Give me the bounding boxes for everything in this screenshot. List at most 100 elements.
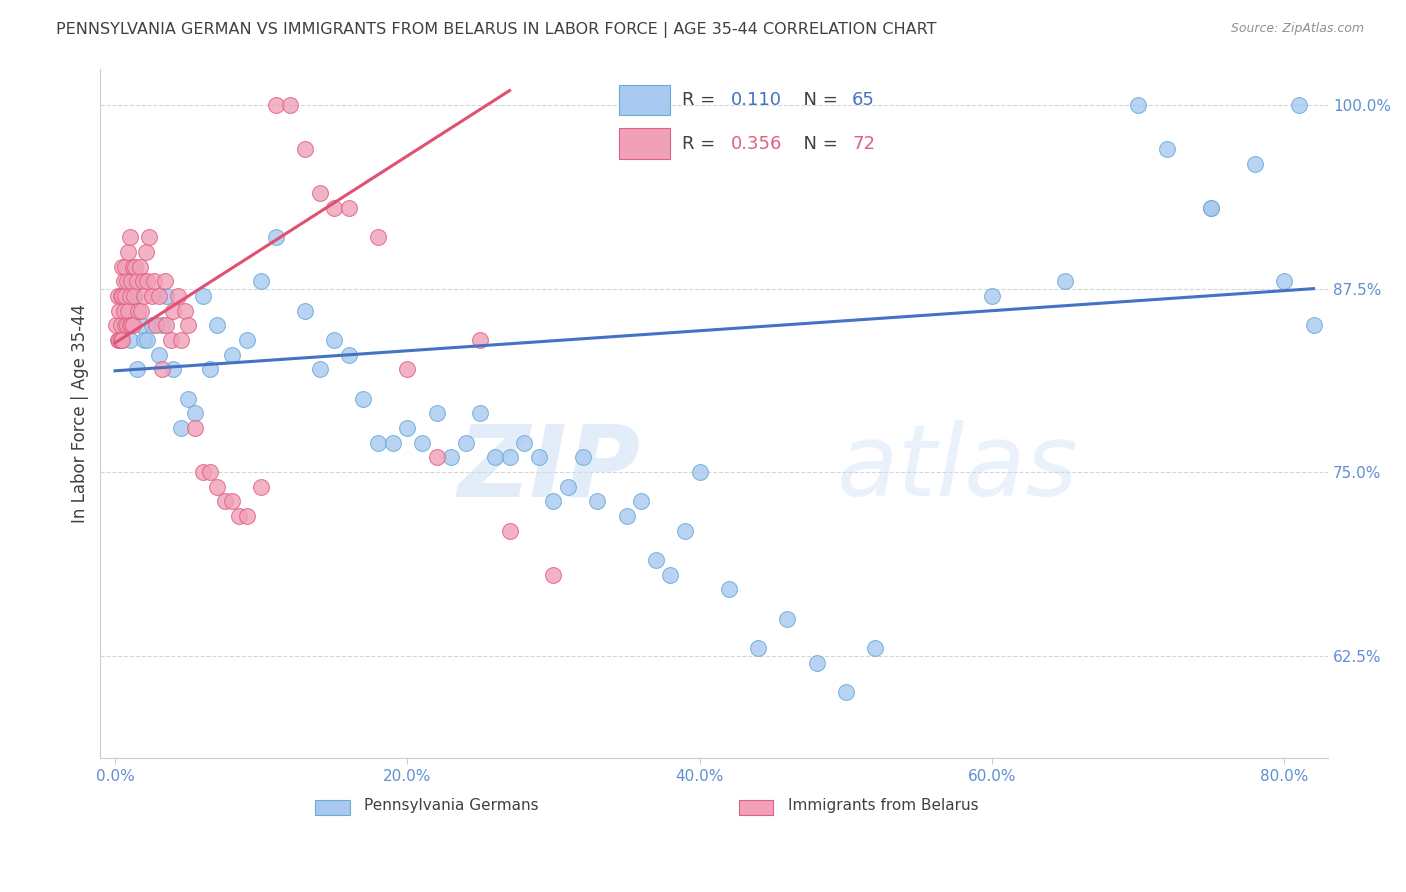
- Point: [122, 289, 145, 303]
- Point: [177, 318, 200, 333]
- Point: [352, 392, 374, 406]
- Point: [1199, 201, 1222, 215]
- Point: [396, 421, 419, 435]
- Point: [166, 289, 188, 303]
- Point: [381, 435, 404, 450]
- Point: [110, 289, 132, 303]
- Point: [148, 348, 170, 362]
- Y-axis label: In Labor Force | Age 35-44: In Labor Force | Age 35-44: [72, 304, 89, 523]
- Point: [150, 362, 173, 376]
- Point: [396, 362, 419, 376]
- Point: [337, 201, 360, 215]
- Point: [863, 641, 886, 656]
- Point: [747, 641, 769, 656]
- Point: [120, 274, 142, 288]
- Point: [132, 274, 155, 288]
- Point: [294, 303, 316, 318]
- Point: [221, 494, 243, 508]
- Point: [110, 318, 132, 333]
- Point: [191, 465, 214, 479]
- Point: [111, 333, 134, 347]
- Point: [118, 333, 141, 347]
- Point: [776, 612, 799, 626]
- Point: [308, 186, 330, 201]
- Point: [498, 524, 520, 538]
- Point: [112, 303, 135, 318]
- Point: [527, 450, 550, 465]
- Point: [134, 289, 156, 303]
- Point: [264, 230, 287, 244]
- Point: [138, 230, 160, 244]
- Point: [323, 201, 346, 215]
- Point: [198, 362, 221, 376]
- Point: [112, 274, 135, 288]
- Point: [177, 392, 200, 406]
- Point: [184, 421, 207, 435]
- Point: [174, 303, 197, 318]
- Point: [120, 318, 142, 333]
- Point: [170, 421, 193, 435]
- Point: [117, 244, 139, 259]
- Point: [136, 274, 159, 288]
- Point: [125, 362, 148, 376]
- Point: [162, 303, 184, 318]
- Point: [440, 450, 463, 465]
- Point: [1199, 201, 1222, 215]
- Point: [184, 406, 207, 420]
- Point: [367, 230, 389, 244]
- Point: [141, 289, 163, 303]
- Point: [148, 289, 170, 303]
- Point: [323, 333, 346, 347]
- Point: [337, 348, 360, 362]
- Point: [129, 303, 152, 318]
- Text: atlas: atlas: [837, 420, 1078, 517]
- Point: [118, 318, 141, 333]
- Point: [543, 494, 565, 508]
- Point: [835, 685, 858, 699]
- Point: [155, 289, 177, 303]
- Point: [111, 333, 134, 347]
- Point: [214, 494, 236, 508]
- Point: [118, 289, 141, 303]
- Point: [121, 260, 143, 274]
- Point: [105, 318, 128, 333]
- Point: [207, 318, 229, 333]
- Point: [1288, 98, 1310, 112]
- Point: [207, 480, 229, 494]
- Point: [1244, 157, 1267, 171]
- Point: [110, 333, 132, 347]
- Point: [571, 450, 593, 465]
- Point: [411, 435, 433, 450]
- Text: ZIP: ZIP: [457, 420, 641, 517]
- Point: [141, 318, 163, 333]
- Point: [221, 348, 243, 362]
- Point: [111, 260, 134, 274]
- Point: [425, 406, 447, 420]
- Point: [150, 318, 173, 333]
- Point: [135, 244, 157, 259]
- Point: [1053, 274, 1076, 288]
- Point: [1302, 318, 1324, 333]
- Text: Immigrants from Belarus: Immigrants from Belarus: [787, 797, 979, 813]
- Point: [198, 465, 221, 479]
- Point: [235, 509, 257, 524]
- Point: [136, 333, 159, 347]
- Point: [107, 289, 129, 303]
- Point: [250, 274, 273, 288]
- Point: [543, 567, 565, 582]
- FancyBboxPatch shape: [738, 799, 773, 814]
- Point: [114, 289, 136, 303]
- Point: [127, 303, 149, 318]
- Point: [170, 333, 193, 347]
- Point: [162, 362, 184, 376]
- Point: [280, 98, 302, 112]
- Point: [114, 260, 136, 274]
- Point: [107, 333, 129, 347]
- Point: [644, 553, 666, 567]
- Point: [659, 567, 682, 582]
- Point: [557, 480, 579, 494]
- Point: [1156, 142, 1178, 156]
- Point: [806, 656, 828, 670]
- Point: [586, 494, 609, 508]
- Point: [155, 318, 177, 333]
